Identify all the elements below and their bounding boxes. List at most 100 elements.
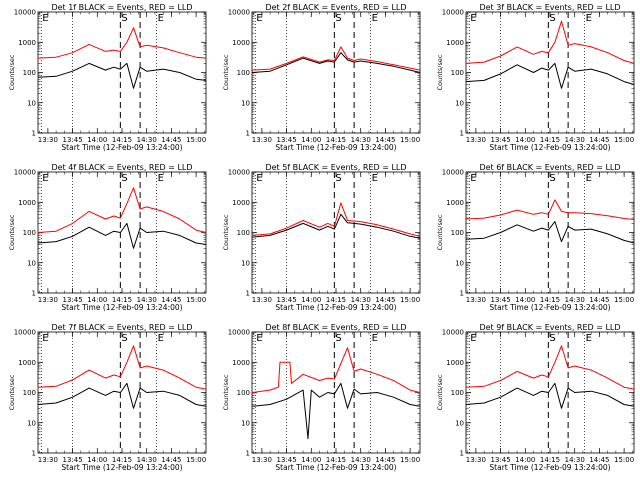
marker-label-s: S	[121, 13, 127, 24]
y-axis-label: Counts/sec	[222, 374, 230, 410]
lld-series-line	[465, 20, 635, 64]
lld-series-line	[251, 202, 421, 237]
y-axis-label: Counts/sec	[436, 374, 444, 410]
marker-label-s: S	[335, 173, 341, 184]
x-tick-label: 14:45	[375, 456, 395, 464]
y-tick-label: 1	[460, 450, 464, 458]
events-series-line	[465, 221, 635, 244]
y-tick-label: 100	[237, 69, 250, 77]
plot-frame	[251, 11, 421, 134]
marker-label-e: E	[256, 173, 262, 184]
marker-label-s: S	[549, 333, 555, 344]
x-tick-label: 14:00	[515, 136, 535, 144]
lld-series-line	[251, 46, 421, 71]
y-axis-label: Counts/sec	[8, 214, 16, 250]
x-tick-label: 14:45	[589, 456, 609, 464]
x-tick-label: 14:30	[137, 136, 157, 144]
x-tick-label: 15:00	[186, 456, 206, 464]
x-tick-label: 14:45	[589, 136, 609, 144]
y-tick-label: 1	[32, 130, 36, 138]
y-tick-label: 10000	[228, 9, 250, 17]
lld-series-line	[465, 345, 635, 390]
x-tick-label: 13:30	[38, 296, 58, 304]
chart-panel-6: Det 6f BLACK = Events, RED = LLD 1 10 100 10…	[436, 163, 635, 312]
marker-label-s: S	[121, 333, 127, 344]
x-tick-label: 13:30	[38, 456, 58, 464]
events-series-line	[37, 222, 207, 249]
chart-panel-4: Det 4f BLACK = Events, RED = LLD 1 10 100 10…	[8, 163, 207, 312]
x-tick-label: 14:00	[515, 456, 535, 464]
x-tick-label: 14:15	[540, 456, 560, 464]
x-axis-label: Start Time (12-Feb-09 13:24:00)	[275, 463, 396, 472]
x-axis-label: Start Time (12-Feb-09 13:24:00)	[489, 303, 610, 312]
plot-frame	[465, 171, 635, 294]
y-tick-label: 100	[237, 389, 250, 397]
x-tick-label: 13:30	[252, 296, 272, 304]
x-tick-label: 14:45	[161, 296, 181, 304]
x-tick-label: 14:15	[112, 136, 132, 144]
y-axis-label: Counts/sec	[222, 214, 230, 250]
x-tick-label: 14:45	[375, 136, 395, 144]
marker-label-e: E	[256, 333, 262, 344]
x-tick-label: 14:30	[351, 136, 371, 144]
y-tick-label: 10	[455, 99, 464, 107]
lld-series-line	[37, 345, 207, 390]
y-tick-label: 10000	[228, 169, 250, 177]
x-tick-label: 13:45	[276, 136, 296, 144]
y-tick-label: 10	[27, 419, 36, 427]
x-tick-label: 13:45	[490, 456, 510, 464]
plot-frame	[465, 331, 635, 454]
x-tick-label: 13:45	[62, 456, 82, 464]
chart-title: Det 2f BLACK = Events, RED = LLD	[265, 3, 406, 12]
x-tick-label: 13:45	[276, 296, 296, 304]
x-axis-label: Start Time (12-Feb-09 13:24:00)	[275, 303, 396, 312]
y-tick-label: 1	[32, 450, 36, 458]
x-tick-label: 14:00	[301, 296, 321, 304]
x-tick-label: 14:30	[137, 296, 157, 304]
x-tick-label: 14:15	[326, 296, 346, 304]
y-tick-label: 1	[460, 130, 464, 138]
events-series-line	[37, 382, 207, 409]
x-tick-label: 14:00	[87, 136, 107, 144]
x-tick-label: 15:00	[186, 136, 206, 144]
y-tick-label: 100	[23, 69, 36, 77]
y-tick-label: 10	[27, 259, 36, 267]
x-tick-label: 15:00	[614, 456, 634, 464]
events-series-line	[251, 213, 421, 239]
x-tick-label: 13:45	[490, 296, 510, 304]
plot-frame	[251, 331, 421, 454]
y-tick-label: 10000	[442, 169, 464, 177]
marker-label-s: S	[335, 13, 341, 24]
x-tick-label: 14:00	[87, 296, 107, 304]
x-tick-label: 14:30	[565, 456, 585, 464]
chart-title: Det 8f BLACK = Events, RED = LLD	[265, 323, 406, 332]
chart-panel-9: Det 9f BLACK = Events, RED = LLD 1 10 100 10…	[436, 323, 635, 472]
marker-label-s: S	[549, 173, 555, 184]
y-tick-label: 100	[451, 69, 464, 77]
y-tick-label: 1	[460, 290, 464, 298]
y-tick-label: 100	[23, 229, 36, 237]
lld-series-line	[37, 187, 207, 233]
marker-label-e: E	[158, 333, 164, 344]
y-tick-label: 10000	[14, 169, 36, 177]
x-tick-label: 14:30	[137, 456, 157, 464]
y-tick-label: 10	[455, 259, 464, 267]
x-tick-label: 13:30	[252, 456, 272, 464]
chart-title: Det 6f BLACK = Events, RED = LLD	[479, 163, 620, 172]
lld-series-line	[251, 347, 421, 393]
x-tick-label: 13:30	[466, 296, 486, 304]
x-tick-label: 14:30	[351, 296, 371, 304]
y-tick-label: 10	[455, 419, 464, 427]
y-tick-label: 10000	[228, 329, 250, 337]
y-tick-label: 1000	[18, 359, 36, 367]
x-tick-label: 14:30	[351, 456, 371, 464]
marker-label-e: E	[586, 173, 592, 184]
x-tick-label: 15:00	[186, 296, 206, 304]
y-tick-label: 1	[246, 290, 250, 298]
marker-label-s: S	[335, 333, 341, 344]
y-tick-label: 1	[246, 450, 250, 458]
y-axis-label: Counts/sec	[436, 214, 444, 250]
y-tick-label: 1000	[232, 39, 250, 47]
y-tick-label: 1	[32, 290, 36, 298]
